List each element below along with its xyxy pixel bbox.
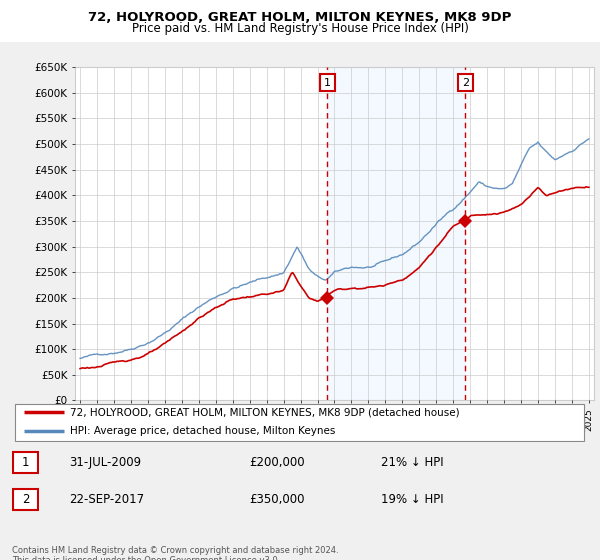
Text: Price paid vs. HM Land Registry's House Price Index (HPI): Price paid vs. HM Land Registry's House …: [131, 22, 469, 35]
Text: 21% ↓ HPI: 21% ↓ HPI: [380, 456, 443, 469]
FancyBboxPatch shape: [13, 452, 38, 473]
Text: 1: 1: [324, 78, 331, 87]
Text: 2: 2: [22, 493, 29, 506]
Text: 19% ↓ HPI: 19% ↓ HPI: [380, 493, 443, 506]
Text: HPI: Average price, detached house, Milton Keynes: HPI: Average price, detached house, Milt…: [70, 426, 335, 436]
Text: 2: 2: [462, 78, 469, 87]
Text: 72, HOLYROOD, GREAT HOLM, MILTON KEYNES, MK8 9DP: 72, HOLYROOD, GREAT HOLM, MILTON KEYNES,…: [88, 11, 512, 24]
Text: £200,000: £200,000: [250, 456, 305, 469]
Text: Contains HM Land Registry data © Crown copyright and database right 2024.
This d: Contains HM Land Registry data © Crown c…: [12, 546, 338, 560]
Text: £350,000: £350,000: [250, 493, 305, 506]
FancyBboxPatch shape: [15, 404, 584, 441]
Text: 1: 1: [22, 456, 29, 469]
Text: 72, HOLYROOD, GREAT HOLM, MILTON KEYNES, MK8 9DP (detached house): 72, HOLYROOD, GREAT HOLM, MILTON KEYNES,…: [70, 407, 459, 417]
FancyBboxPatch shape: [13, 489, 38, 510]
Text: 31-JUL-2009: 31-JUL-2009: [70, 456, 142, 469]
Bar: [328, 67, 466, 400]
Text: 22-SEP-2017: 22-SEP-2017: [70, 493, 145, 506]
